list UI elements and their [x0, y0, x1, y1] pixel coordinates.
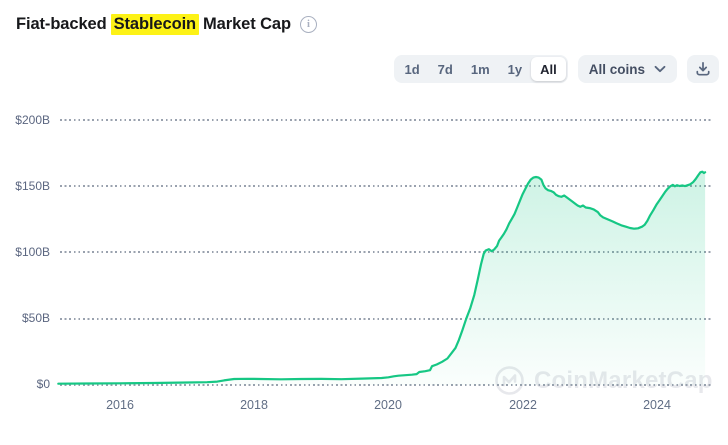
gridline-150b [60, 185, 712, 187]
y-axis-label-200b: $200B [15, 113, 50, 127]
x-axis-label-2018: 2018 [240, 398, 268, 412]
x-axis-label-2016: 2016 [106, 398, 134, 412]
time-range-selector: 1d 7d 1m 1y All [393, 55, 568, 83]
coins-filter-label: All coins [588, 61, 645, 77]
y-axis-label-150b: $150B [15, 179, 50, 193]
page-title-suffix: Market Cap [203, 14, 291, 33]
page-title-highlight: Stablecoin [110, 13, 200, 35]
chart-header: Fiat-backed Stablecoin Market Cap i [16, 13, 317, 35]
range-button-1y[interactable]: 1y [507, 61, 523, 77]
x-axis-label-2022: 2022 [509, 398, 537, 412]
chevron-down-icon [654, 65, 666, 73]
gridline-50b [60, 318, 712, 320]
chart-controls: 1d 7d 1m 1y All All coins [393, 55, 719, 83]
range-button-7d[interactable]: 7d [437, 61, 453, 77]
market-cap-line [57, 170, 707, 385]
download-icon [696, 61, 710, 76]
page-title-prefix: Fiat-backed [16, 14, 107, 33]
x-axis-label-2020: 2020 [374, 398, 402, 412]
coins-filter-dropdown[interactable]: All coins [577, 55, 677, 83]
market-cap-area [58, 171, 706, 385]
range-button-all[interactable]: All [531, 57, 566, 81]
gridline-200b [60, 119, 712, 121]
x-axis-label-2024: 2024 [643, 398, 671, 412]
y-axis-label-50b: $50B [21, 311, 50, 325]
y-axis-label-100b: $100B [15, 245, 50, 259]
range-button-1d[interactable]: 1d [404, 61, 420, 77]
info-icon[interactable]: i [299, 15, 317, 33]
download-button[interactable] [687, 55, 719, 83]
y-axis-label-0: $0 [36, 377, 50, 391]
range-button-1m[interactable]: 1m [470, 61, 490, 77]
gridline-100b [60, 251, 712, 253]
